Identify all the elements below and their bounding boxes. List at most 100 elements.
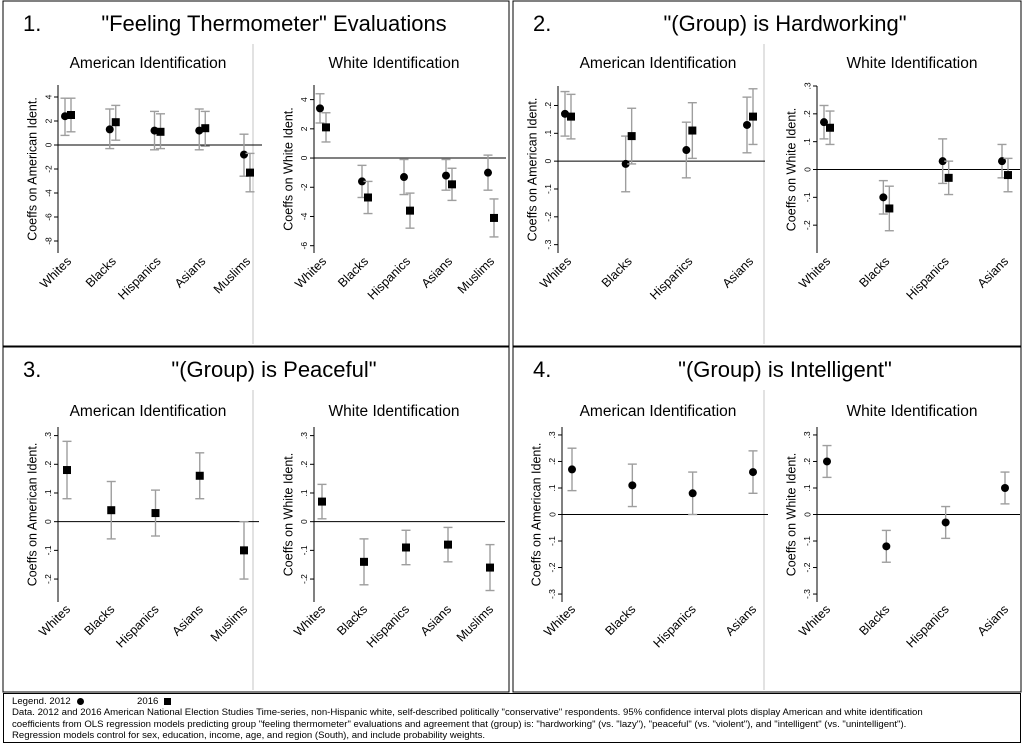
legend-row: Legend. 2012 2016 (12, 696, 1012, 707)
y-axis-label: Coeffs on White Ident. (281, 107, 295, 230)
subchart-title: American Identification (70, 403, 227, 420)
point-2016 (111, 118, 120, 127)
point-2016 (944, 173, 953, 182)
y-tick-label: -.3 (543, 239, 553, 249)
y-tick-label: .3 (547, 431, 557, 438)
y-tick-label: -.1 (43, 545, 53, 555)
point-2012 (682, 146, 691, 155)
panel-title: "(Group) is Peaceful" (171, 357, 376, 382)
y-axis-label: Coeffs on American Ident. (25, 97, 39, 241)
point-2016 (688, 126, 697, 135)
legend-and-notes: Legend. 2012 2016 Data. 2012 and 2016 Am… (3, 693, 1021, 743)
note-line: coefficients from OLS regression models … (12, 718, 907, 730)
circle-marker-icon (76, 698, 84, 705)
panel-title: "(Group) is Hardworking" (663, 11, 906, 36)
point-2012 (568, 465, 576, 474)
point-2016 (201, 124, 210, 133)
y-tick-label: 0 (543, 159, 553, 164)
point-2012 (400, 173, 408, 182)
point-2016 (490, 213, 498, 222)
point-2012 (688, 489, 697, 498)
point-2012 (749, 468, 757, 477)
point-2012 (998, 157, 1006, 166)
panel-3: 3. "(Group) is Peaceful" American Identifi… (2, 346, 510, 693)
y-tick-label: -.1 (802, 192, 812, 202)
panel-frame (2, 0, 510, 347)
y-tick-label: 0 (802, 167, 812, 172)
y-tick-label: -.1 (802, 536, 812, 546)
y-tick-label: 0 (802, 512, 812, 517)
y-tick-label: -2 (43, 165, 53, 173)
panel-4: 4. "(Group) is Intelligent" American Ident… (512, 346, 1022, 693)
y-tick-label: -.1 (299, 545, 309, 555)
panel-frame (512, 0, 1022, 347)
subchart-title: White Identification (329, 55, 460, 72)
subchart-title: White Identification (329, 403, 460, 420)
point-2016 (156, 127, 165, 136)
point-2016 (67, 111, 75, 119)
point-2012 (743, 120, 751, 129)
y-tick-label: -.2 (802, 220, 812, 230)
y-tick-label: .3 (802, 82, 812, 89)
y-tick-label: .1 (43, 489, 53, 496)
y-tick-label: -.3 (802, 589, 812, 599)
y-tick-label: .2 (543, 102, 553, 109)
point-2016 (240, 546, 248, 555)
panel-2: 2. "(Group) is Hardworking" American Ident… (512, 0, 1022, 347)
point-2016 (63, 466, 71, 475)
y-tick-label: .2 (43, 460, 53, 467)
y-tick-label: -6 (299, 242, 309, 250)
y-tick-label: .3 (299, 432, 309, 439)
point-2016 (1004, 171, 1012, 180)
point-2012 (823, 457, 831, 466)
point-2016 (448, 180, 456, 189)
legend-label: Legend. (12, 696, 47, 707)
y-tick-label: -.2 (802, 562, 812, 572)
y-tick-label: -2 (299, 183, 309, 191)
point-2012 (358, 177, 366, 186)
y-tick-label: 0 (547, 512, 557, 517)
y-tick-label: .1 (543, 130, 553, 137)
point-2012 (316, 104, 324, 113)
point-2016 (318, 497, 326, 506)
panel-1: 1. "Feeling Thermometer" Evaluations Ameri… (2, 0, 510, 347)
y-tick-label: .1 (299, 489, 309, 496)
point-2016 (885, 204, 894, 213)
y-axis-label: Coeffs on American Ident. (529, 443, 543, 587)
panel-title: "(Group) is Intelligent" (678, 357, 892, 382)
y-axis-label: Coeffs on White Ident. (784, 108, 798, 231)
y-tick-label: 0 (299, 155, 309, 160)
point-2012 (938, 157, 947, 166)
legend-entry-2016: 2016 (137, 696, 172, 707)
subchart-title: American Identification (580, 403, 737, 420)
y-tick-label: -.2 (299, 574, 309, 584)
point-2016 (444, 540, 452, 549)
point-2012 (484, 168, 492, 177)
y-axis-label: Coeffs on White Ident. (281, 453, 295, 576)
panel-number: 4. (533, 357, 551, 382)
y-tick-label: -.1 (543, 184, 553, 194)
panel-title: "Feeling Thermometer" Evaluations (101, 11, 446, 36)
figure: 1. "Feeling Thermometer" Evaluations Ameri… (2, 0, 1022, 693)
note-line: Regression models control for sex, educa… (12, 730, 486, 742)
note-line: Data. 2012 and 2016 American National El… (12, 707, 923, 719)
y-tick-label: .2 (547, 458, 557, 465)
point-2012 (105, 125, 114, 134)
y-tick-label: .1 (802, 138, 812, 145)
y-tick-label: -.3 (547, 589, 557, 599)
y-tick-label: -8 (43, 237, 53, 245)
subchart-title: American Identification (580, 55, 737, 72)
point-2016 (486, 563, 494, 572)
y-tick-label: .2 (802, 458, 812, 465)
point-2012 (621, 159, 630, 168)
subchart-title: White Identification (847, 55, 978, 72)
point-2016 (364, 193, 372, 202)
point-2016 (360, 557, 368, 566)
y-tick-label: 2 (43, 118, 53, 123)
y-tick-label: 4 (43, 94, 53, 99)
y-tick-label: 4 (299, 97, 309, 102)
legend-entry-2012: 2012 (49, 696, 87, 707)
panel-number: 1. (23, 11, 41, 36)
y-axis-label: Coeffs on American Ident. (25, 443, 39, 587)
point-2016 (567, 112, 575, 121)
